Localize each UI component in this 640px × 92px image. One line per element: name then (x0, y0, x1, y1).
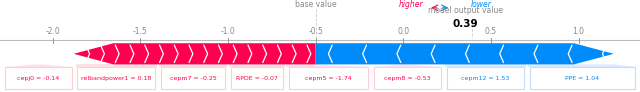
Polygon shape (159, 64, 227, 67)
FancyBboxPatch shape (77, 67, 155, 89)
Polygon shape (445, 64, 526, 67)
Text: lower: lower (471, 0, 492, 9)
Polygon shape (372, 64, 443, 67)
Text: -2.0: -2.0 (45, 27, 60, 36)
FancyBboxPatch shape (231, 67, 283, 89)
Text: higher: higher (399, 0, 423, 9)
FancyBboxPatch shape (374, 67, 441, 89)
Text: RPDE = -0.07: RPDE = -0.07 (236, 76, 278, 81)
Text: 0.5: 0.5 (485, 27, 497, 36)
Polygon shape (287, 64, 370, 67)
Text: cepm5 = -1.74: cepm5 = -1.74 (305, 76, 352, 81)
Text: -1.0: -1.0 (221, 27, 236, 36)
FancyBboxPatch shape (161, 67, 225, 89)
Polygon shape (316, 43, 614, 64)
Text: -0.5: -0.5 (308, 27, 323, 36)
Text: -1.5: -1.5 (133, 27, 148, 36)
Text: 0.0: 0.0 (397, 27, 410, 36)
Polygon shape (229, 64, 285, 67)
FancyBboxPatch shape (5, 67, 72, 89)
Polygon shape (3, 64, 74, 67)
Text: base value: base value (295, 0, 337, 9)
FancyBboxPatch shape (530, 67, 635, 89)
FancyBboxPatch shape (289, 67, 368, 89)
Text: cepm12 = 1.53: cepm12 = 1.53 (461, 76, 509, 81)
Text: cepm7 = -0.25: cepm7 = -0.25 (170, 76, 216, 81)
Text: cepm8 = -0.53: cepm8 = -0.53 (384, 76, 431, 81)
Text: relbandpower1 = 0.18: relbandpower1 = 0.18 (81, 76, 151, 81)
Text: 1.0: 1.0 (573, 27, 584, 36)
Text: model output value: model output value (428, 6, 503, 15)
Text: PPE = 1.04: PPE = 1.04 (565, 76, 600, 81)
Polygon shape (74, 43, 316, 64)
Polygon shape (76, 64, 157, 67)
Text: cepj0 = -0.14: cepj0 = -0.14 (17, 76, 60, 81)
Polygon shape (528, 64, 637, 67)
Text: 0.39: 0.39 (452, 19, 478, 29)
FancyBboxPatch shape (447, 67, 524, 89)
